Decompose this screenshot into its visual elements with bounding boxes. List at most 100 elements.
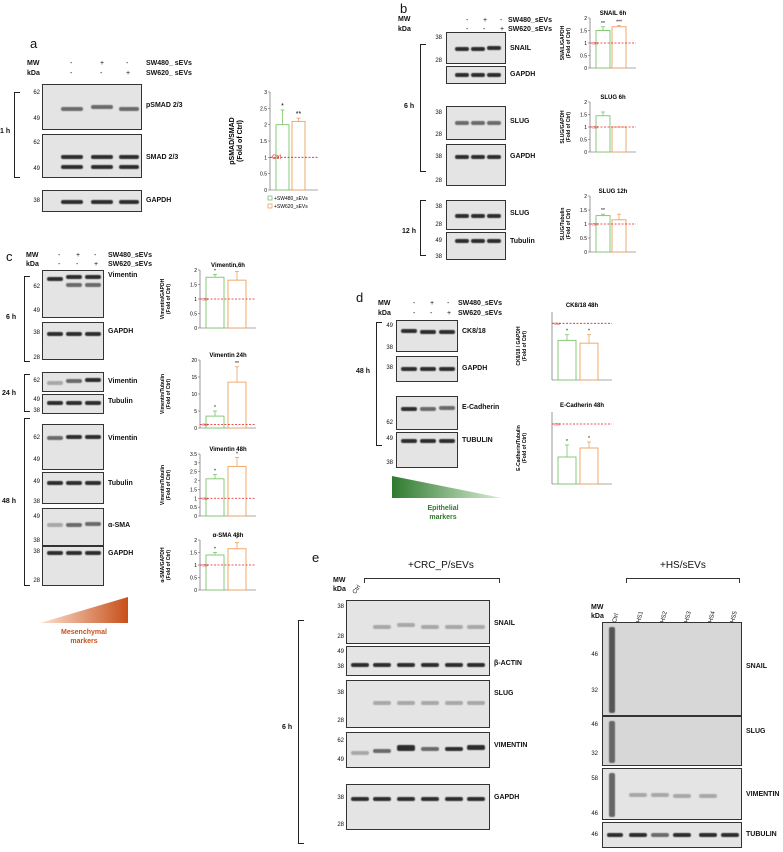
y-tick-label: 1 — [194, 496, 197, 502]
mw-marker: 49 — [33, 166, 40, 172]
mw-marker: 38 — [337, 795, 344, 801]
mw-marker: 62 — [33, 378, 40, 384]
blot-label: Vimentin — [108, 435, 138, 442]
mw-marker: 32 — [591, 688, 598, 694]
ctrl-label: Ctrl — [592, 222, 598, 227]
mw-marker: 46 — [591, 652, 598, 658]
mw-marker: 62 — [33, 90, 40, 96]
blot-snail — [346, 600, 490, 644]
mw-marker: 49 — [33, 479, 40, 485]
mw-marker: 49 — [33, 514, 40, 520]
blot-label: TUBULIN — [746, 831, 777, 838]
y-tick-label: 2 — [194, 268, 197, 274]
blot-gapdh — [42, 546, 104, 586]
blot-label: Tubulin — [510, 238, 535, 245]
lane-sign: - — [430, 310, 433, 317]
y-tick-label: 0 — [194, 326, 197, 332]
y-tick-label: 1 — [194, 297, 197, 303]
lane-sign: + — [483, 17, 488, 24]
mw-marker: 38 — [33, 538, 40, 544]
kda-label: kDa — [27, 70, 40, 77]
time-bracket — [14, 92, 20, 178]
blot-label: GAPDH — [146, 197, 172, 204]
y-tick-label: 3 — [194, 461, 197, 467]
mw-marker: 28 — [435, 178, 442, 184]
blot-label: SLUG — [494, 690, 514, 697]
mw-marker: 28 — [435, 58, 442, 64]
mw-marker: 46 — [591, 722, 598, 728]
bar — [227, 279, 247, 329]
y-tick-label: 1.5 — [190, 487, 197, 493]
mw-label: MW — [26, 252, 39, 259]
y-tick-label: 0.5 — [190, 505, 197, 511]
ctrl-label: Ctrl — [202, 496, 208, 501]
time-bracket — [298, 620, 304, 844]
mw-marker: 38 — [386, 365, 393, 371]
mw-marker: 38 — [337, 664, 344, 670]
bar — [595, 115, 611, 153]
treatment-label: SW480_sEVs — [508, 17, 552, 24]
significance-label: * — [281, 103, 284, 110]
mw-marker: 62 — [33, 435, 40, 441]
blot-label: SLUG — [510, 210, 530, 217]
blot-label: CK8/18 — [462, 328, 486, 335]
mw-marker: 49 — [33, 397, 40, 403]
lane-sign: - — [483, 26, 486, 33]
blot-label: GAPDH — [494, 794, 520, 801]
y-tick-label: 0.5 — [580, 54, 587, 60]
time-label: 6 h — [6, 314, 17, 321]
bar-chart-vimentin-6h: Vimentin 6h Vimentin/GAPDH (Fold of Ctrl) 0… — [160, 263, 256, 332]
y-tick-label: 2.5 — [260, 106, 267, 112]
blot-slug — [602, 716, 742, 766]
blot-slug — [346, 680, 490, 728]
blot-ck8-18 — [396, 320, 458, 352]
y-tick-label: 0.5 — [190, 312, 197, 318]
lane-sign: - — [58, 261, 61, 268]
blot-label: GAPDH — [510, 71, 536, 78]
lane-label: Ctrl — [352, 584, 363, 596]
mw-marker: 49 — [386, 323, 393, 329]
blot-label: GAPDH — [462, 365, 488, 372]
mw-marker: 38 — [33, 499, 40, 505]
treatment-label: SW480_sEVs — [458, 300, 502, 307]
y-tick-label: 0 — [264, 188, 267, 194]
mw-marker: 28 — [435, 222, 442, 228]
blot-gapdh — [446, 66, 506, 84]
significance-label: * — [236, 452, 238, 458]
blot-snail — [602, 622, 742, 716]
time-bracket — [376, 322, 382, 446]
y-tick-label: 2.5 — [190, 470, 197, 476]
blot-label: TUBULIN — [462, 437, 493, 444]
bar-chart-alpha-sma-48h: α-SMA 48h α-SMA/GAPDH (Fold of Ctrl) 0 0.5 1 1… — [160, 533, 256, 594]
y-axis-label: (Fold of Ctrl) — [166, 550, 172, 580]
y-axis-label: (Fold of Ctrl) — [566, 209, 572, 239]
bar — [227, 465, 247, 517]
ctrl-label: Ctrl — [202, 563, 208, 568]
mw-marker: 49 — [33, 308, 40, 314]
blot-label: GAPDH — [108, 328, 134, 335]
legend-label: +SW620_sEVs — [274, 204, 308, 210]
time-bracket — [24, 418, 30, 586]
y-tick-label: 0.5 — [190, 576, 197, 582]
time-bracket — [420, 200, 426, 256]
mw-marker: 62 — [33, 284, 40, 290]
chart-title: Vimentin 24h — [209, 353, 247, 359]
lane-sign: - — [126, 60, 129, 67]
mw-marker: 49 — [337, 649, 344, 655]
bar — [205, 276, 225, 329]
blot-label: E-Cadherin — [462, 404, 500, 411]
blot-label: VIMENTIN — [494, 742, 528, 749]
bar-chart-vimentin-48h: Vimentin 48h Vimentin/Tubulin (Fold of Ctr… — [160, 447, 256, 520]
mw-marker: 49 — [435, 238, 442, 244]
bar — [611, 219, 627, 253]
lane-sign: - — [447, 300, 450, 307]
mw-marker: 62 — [337, 738, 344, 744]
lane-sign: + — [430, 300, 435, 307]
y-axis-label: (Fold of Ctrl) — [166, 379, 172, 409]
y-axis-label: Vimentin/GAPDH — [160, 278, 166, 319]
ctrl-label: Ctrl — [554, 321, 560, 326]
bar-chart-slug-6h: SLUG 6h SLUG/GAPDH (Fold of Ctrl) 0 0.5 1 1.5 2… — [560, 95, 636, 156]
ctrl-label: Ctrl — [554, 422, 560, 427]
bar — [291, 120, 306, 191]
significance-label: * — [566, 329, 568, 335]
